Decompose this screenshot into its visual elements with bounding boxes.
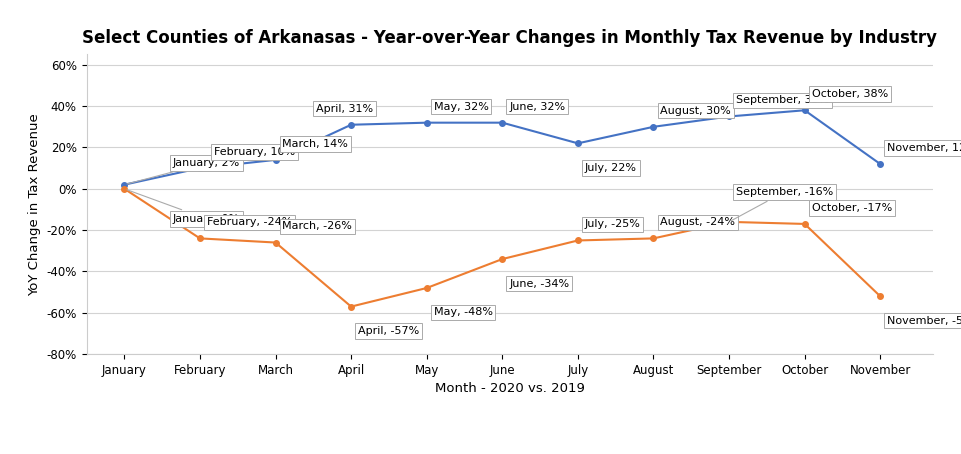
Text: May, -48%: May, -48% [433,307,492,317]
Text: January, 0%: January, 0% [127,190,240,224]
Text: March, 14%: March, 14% [283,139,348,149]
Text: January, 2%: January, 2% [127,158,240,184]
Text: June, 32%: June, 32% [508,102,565,112]
Text: March, -26%: March, -26% [283,222,352,232]
Text: September, 35%: September, 35% [735,95,828,105]
Text: November, -52%: November, -52% [886,316,961,326]
Text: February, 10%: February, 10% [213,147,295,157]
Text: May, 32%: May, 32% [433,102,488,112]
Text: August, 30%: August, 30% [660,106,730,116]
Text: April, -57%: April, -57% [357,326,419,336]
Text: February, -24%: February, -24% [207,217,292,227]
Text: April, 31%: April, 31% [315,104,372,114]
Text: August, -24%: August, -24% [660,217,734,227]
Text: July, -25%: July, -25% [584,219,640,229]
Title: Select Counties of Arkanasas - Year-over-Year Changes in Monthly Tax Revenue by : Select Counties of Arkanasas - Year-over… [83,30,936,47]
Text: October, -17%: October, -17% [811,203,891,213]
Text: June, -34%: June, -34% [508,278,569,288]
X-axis label: Month - 2020 vs. 2019: Month - 2020 vs. 2019 [434,382,584,395]
Text: July, 22%: July, 22% [584,163,636,173]
Text: October, 38%: October, 38% [811,89,887,99]
Y-axis label: YoY Change in Tax Revenue: YoY Change in Tax Revenue [28,113,41,296]
Text: November, 12%: November, 12% [886,143,961,153]
Text: September, -16%: September, -16% [730,187,832,221]
